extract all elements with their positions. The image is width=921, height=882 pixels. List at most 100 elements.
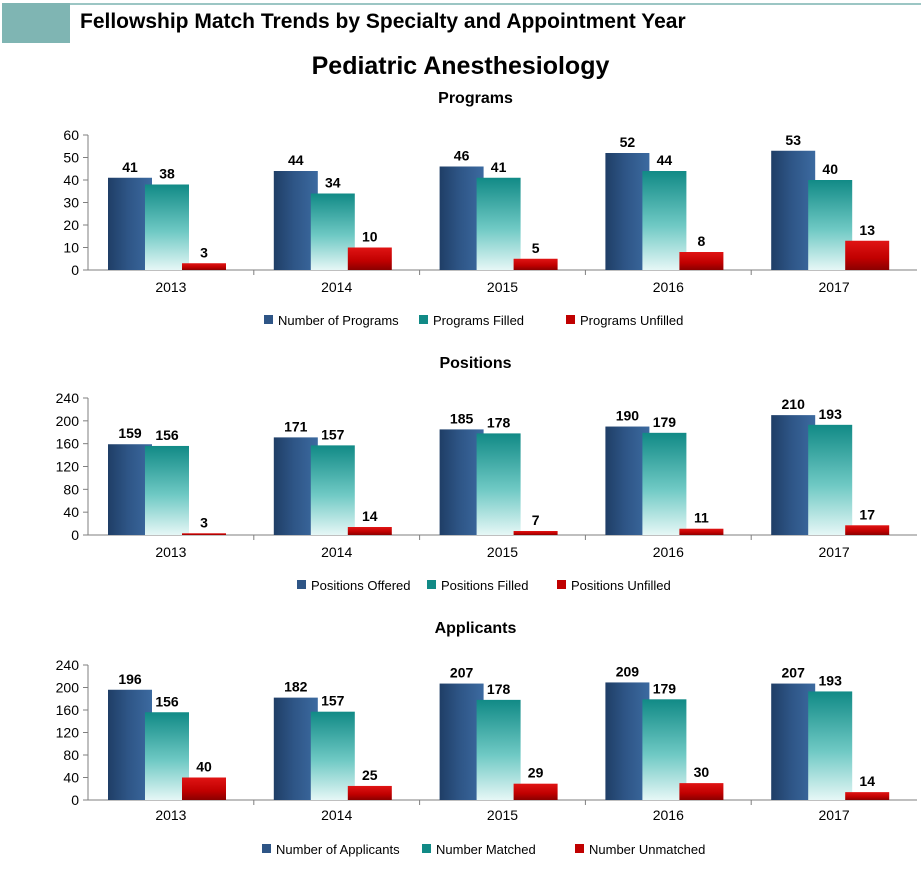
applicants-chart-title: Applicants (434, 620, 517, 637)
data-label: 46 (454, 148, 470, 164)
programs-chart-title: Programs (438, 90, 513, 107)
y-tick-label: 40 (63, 504, 79, 520)
data-label: 157 (321, 693, 345, 709)
legend-label: Programs Filled (433, 313, 524, 328)
y-tick-label: 160 (56, 702, 80, 718)
bar-3 (679, 528, 724, 535)
data-label: 159 (118, 425, 142, 441)
y-tick-label: 80 (63, 747, 79, 763)
legend-label: Positions Offered (311, 578, 410, 593)
header-rule (70, 3, 921, 5)
data-label: 171 (284, 418, 308, 434)
y-tick-label: 10 (63, 240, 79, 256)
data-label: 178 (487, 681, 511, 697)
data-label: 3 (200, 244, 208, 260)
x-tick-label: 2016 (653, 807, 684, 823)
bar-3 (513, 258, 558, 270)
bar-1 (108, 177, 152, 270)
x-tick-label: 2017 (819, 807, 850, 823)
y-tick-label: 30 (63, 195, 79, 211)
bar-2 (310, 711, 355, 800)
legend-swatch (422, 844, 431, 853)
bar-2 (145, 445, 189, 535)
bar-3 (679, 252, 724, 270)
bar-2 (808, 424, 853, 535)
legend-label: Programs Unfilled (580, 313, 683, 328)
data-label: 185 (450, 410, 474, 426)
bar-2 (476, 177, 521, 270)
data-label: 40 (196, 759, 212, 775)
data-label: 40 (822, 161, 838, 177)
positions-chart-title: Positions (439, 355, 512, 372)
data-label: 207 (782, 665, 806, 681)
bar-3 (845, 792, 890, 800)
data-label: 196 (118, 671, 142, 687)
x-tick-label: 2014 (321, 279, 352, 295)
data-label: 210 (782, 396, 806, 412)
legend-label: Number Unmatched (589, 842, 705, 857)
y-tick-label: 120 (56, 459, 80, 475)
bar-1 (273, 437, 318, 535)
bar-1 (771, 415, 816, 535)
data-label: 157 (321, 426, 345, 442)
data-label: 193 (819, 672, 843, 688)
bar-2 (642, 432, 687, 535)
y-tick-label: 120 (56, 725, 80, 741)
data-label: 11 (694, 510, 709, 526)
bar-1 (771, 683, 816, 800)
data-label: 25 (362, 767, 378, 783)
bar-1 (771, 150, 816, 270)
data-label: 156 (155, 693, 179, 709)
data-label: 209 (616, 663, 640, 679)
data-label: 53 (785, 132, 801, 148)
bar-3 (513, 531, 558, 535)
data-label: 41 (122, 159, 138, 175)
bar-1 (439, 166, 484, 270)
y-tick-label: 0 (71, 792, 79, 808)
bar-1 (605, 682, 650, 800)
y-tick-label: 60 (63, 127, 79, 143)
bar-2 (642, 171, 687, 270)
legend-label: Number of Programs (278, 313, 399, 328)
data-label: 156 (155, 427, 179, 443)
legend-label: Number Matched (436, 842, 536, 857)
data-label: 29 (528, 765, 544, 781)
data-label: 44 (288, 152, 304, 168)
bar-1 (439, 429, 484, 535)
data-label: 207 (450, 665, 474, 681)
bar-1 (605, 153, 650, 270)
x-tick-label: 2016 (653, 279, 684, 295)
legend-swatch (297, 580, 306, 589)
x-tick-label: 2014 (321, 544, 352, 560)
x-tick-label: 2014 (321, 807, 352, 823)
x-tick-label: 2013 (155, 544, 186, 560)
y-tick-label: 0 (71, 527, 79, 543)
header-accent-block (2, 3, 70, 43)
bar-3 (347, 785, 392, 800)
bar-2 (145, 184, 189, 270)
bar-2 (310, 193, 355, 270)
y-tick-label: 0 (71, 262, 79, 278)
bar-3 (182, 263, 226, 270)
data-label: 52 (620, 134, 636, 150)
data-label: 41 (491, 159, 507, 175)
data-label: 3 (200, 514, 208, 530)
data-label: 193 (819, 406, 843, 422)
y-tick-label: 200 (56, 680, 80, 696)
x-tick-label: 2013 (155, 279, 186, 295)
y-tick-label: 40 (63, 172, 79, 188)
y-tick-label: 160 (56, 436, 80, 452)
bar-1 (439, 683, 484, 800)
y-tick-label: 240 (56, 657, 80, 673)
data-label: 17 (859, 506, 875, 522)
y-tick-label: 80 (63, 481, 79, 497)
bar-2 (145, 712, 189, 800)
y-tick-label: 200 (56, 413, 80, 429)
bar-2 (310, 445, 355, 535)
bar-3 (513, 783, 558, 800)
bar-2 (808, 691, 853, 800)
data-label: 190 (616, 408, 640, 424)
data-label: 178 (487, 414, 511, 430)
data-label: 14 (362, 508, 378, 524)
x-tick-label: 2015 (487, 279, 518, 295)
